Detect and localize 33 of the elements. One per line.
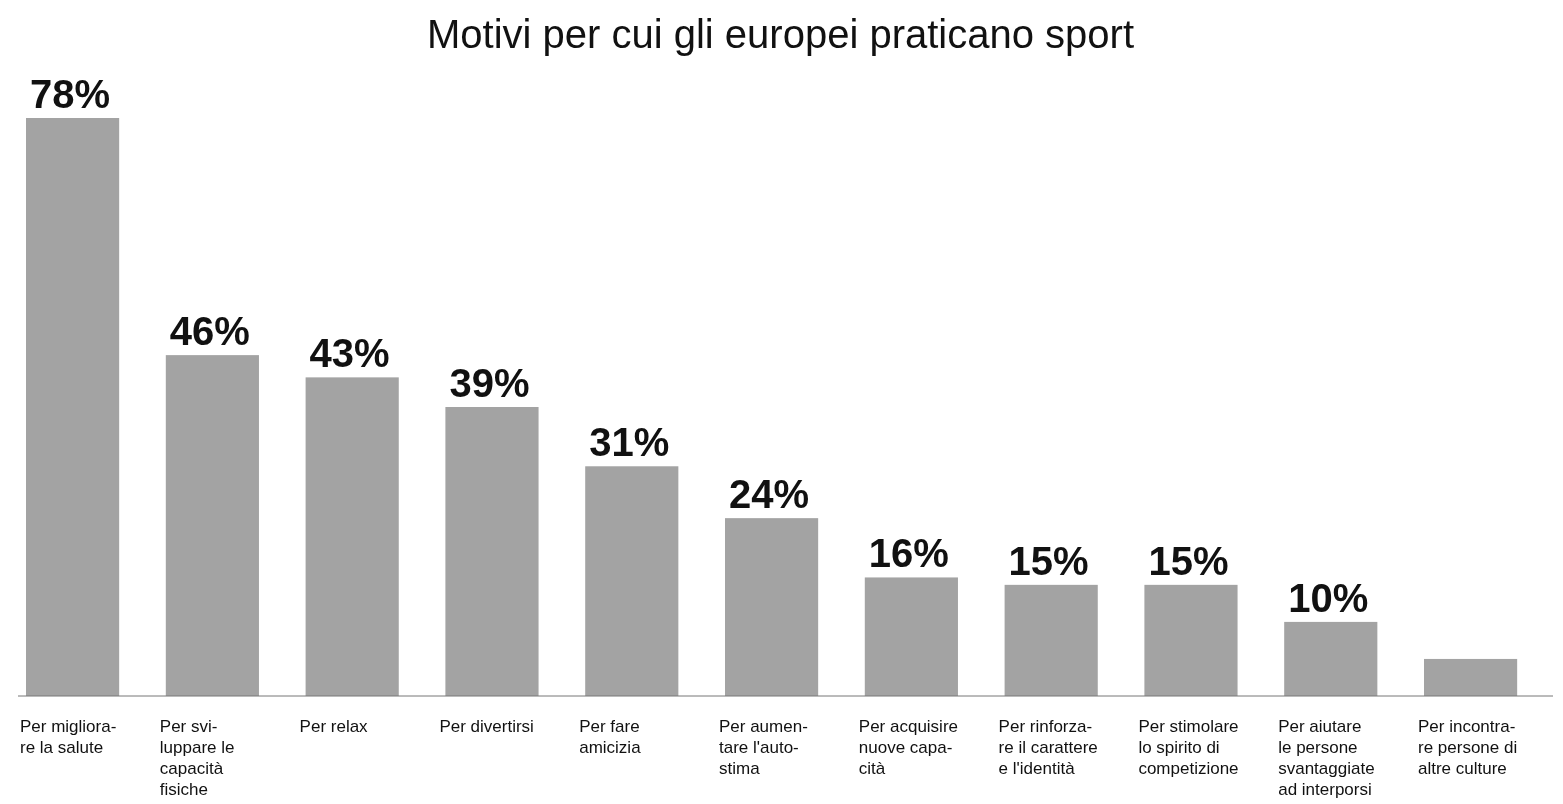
- x-tick-label: Per aiutare le persone svantaggiate ad interporsi: [1278, 717, 1375, 799]
- x-tick-label: Per acquisire nuove capa- cità: [858, 717, 959, 778]
- bar: [165, 355, 259, 696]
- bar: [1284, 621, 1378, 696]
- data-label: 43%: [309, 331, 390, 376]
- bar: [445, 407, 539, 696]
- x-tick-label: Per fare amicizia: [579, 717, 642, 757]
- x-tick-label: Per stimolare lo spirito di competizione: [1138, 717, 1239, 778]
- x-tick-label: Per divertirsi: [439, 717, 534, 736]
- bar: [26, 118, 120, 696]
- data-label: 78%: [30, 72, 111, 116]
- bar: [1144, 584, 1238, 696]
- bar: [1004, 584, 1098, 696]
- data-label: 24%: [729, 472, 810, 517]
- x-tick-label: Per svi- luppare le capacità fisiche: [159, 717, 235, 799]
- data-label: 46%: [169, 309, 250, 354]
- x-tick-label: Per migliora- re la salute: [20, 717, 117, 757]
- x-tick-label: Per relax: [299, 717, 369, 736]
- chart-title: Motivi per cui gli europei praticano sport: [426, 12, 1135, 56]
- data-label: 15%: [1008, 538, 1089, 583]
- data-label: 15%: [1148, 538, 1229, 583]
- x-tick-label: Per aumen- tare l'auto- stima: [719, 717, 808, 778]
- bar: [725, 518, 819, 696]
- x-tick-label: Per rinforza- re il carattere e l'identità: [998, 717, 1098, 778]
- data-label: 10%: [1288, 575, 1369, 620]
- bar: [305, 377, 399, 696]
- data-label: 31%: [589, 420, 670, 465]
- bar: [1424, 658, 1518, 696]
- data-label: 39%: [449, 361, 530, 405]
- bar: [864, 577, 958, 696]
- x-tick-label: Per incontra- re persone di altre culture: [1418, 717, 1518, 778]
- bar: [585, 466, 679, 696]
- data-label: 16%: [868, 531, 949, 576]
